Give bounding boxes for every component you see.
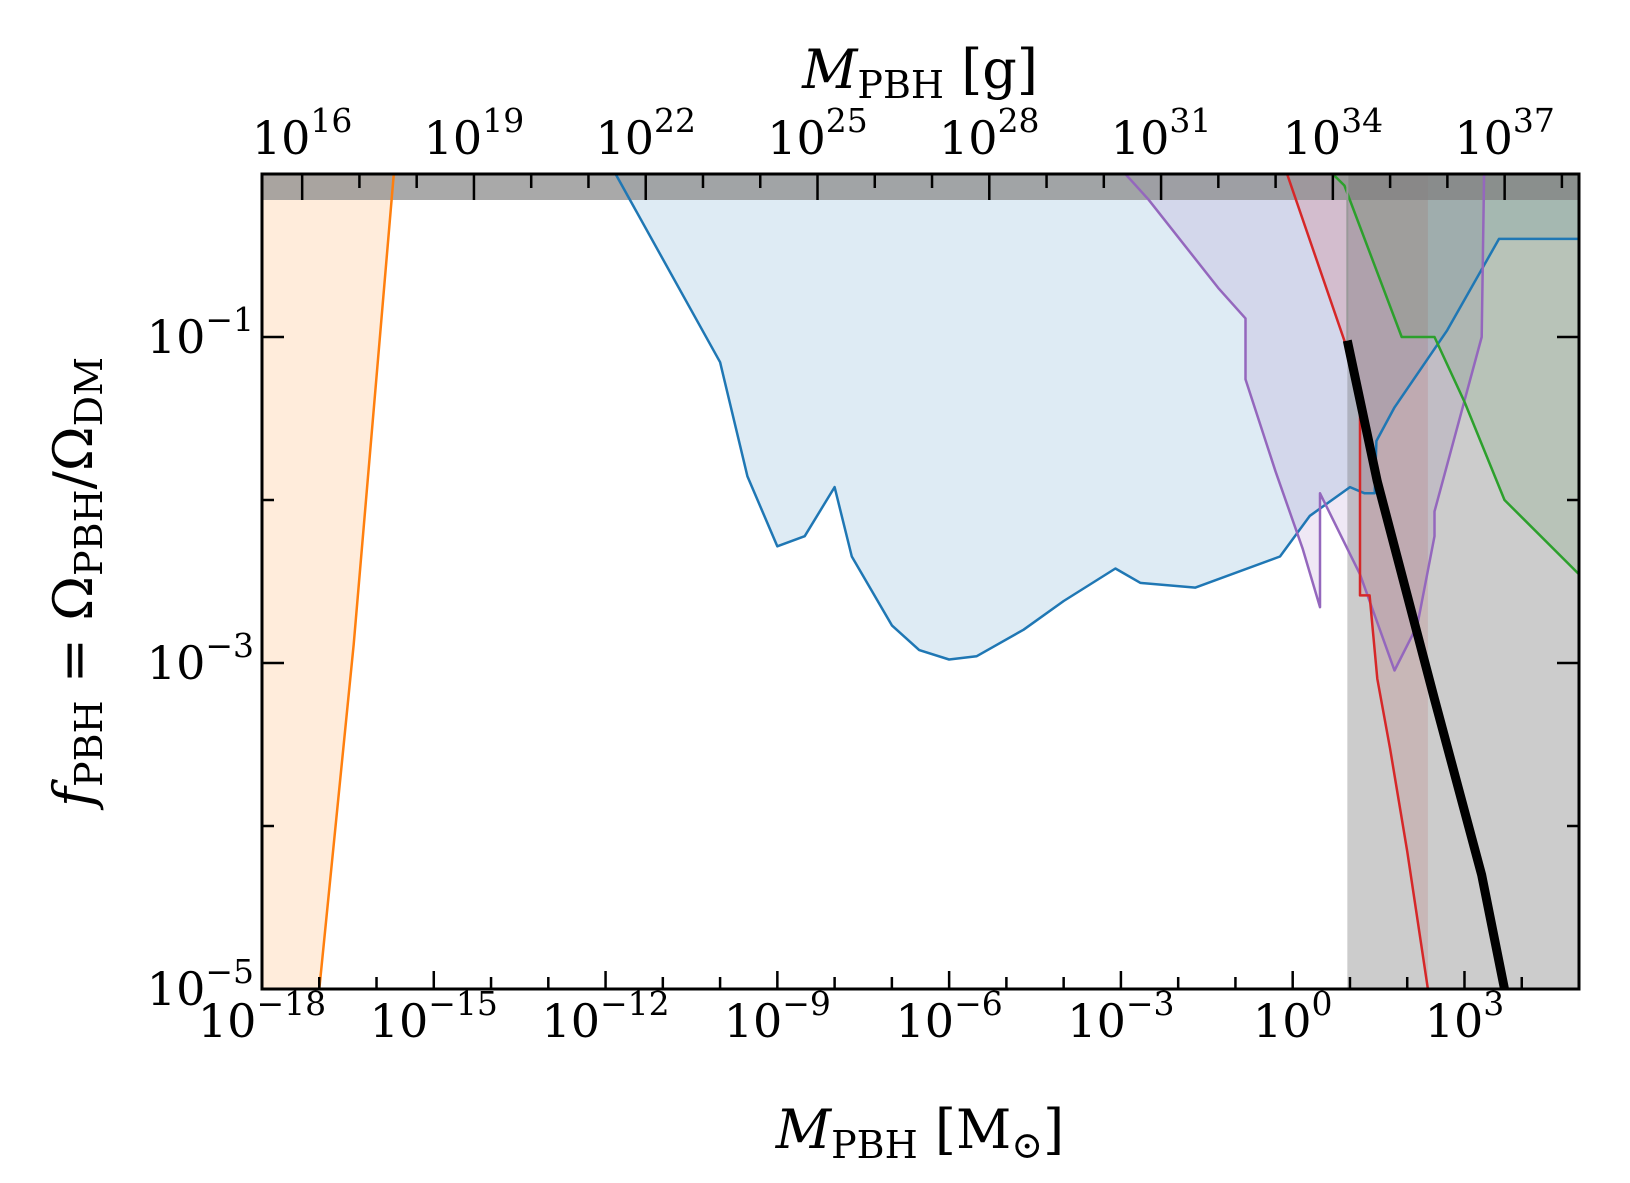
y-tick-label: 10−3 [147,626,254,690]
series-fill-4 [1332,174,1579,575]
x-tick-label: 100 [1253,984,1333,1048]
y-tick-label: 10−5 [147,952,254,1016]
series-fill-1 [615,174,1579,660]
top-tick-label: 1019 [424,101,525,165]
series-fill-0 [262,174,394,989]
series-line-1 [614,174,1579,661]
y-tick-label: 10−1 [147,300,254,364]
y-tick-labels: 10−1 10−3 10−5 [147,300,254,1016]
top-tick-label: 1016 [252,101,353,165]
plot-frame [260,172,1581,991]
top-tick-labels: 1016 1019 1022 1025 1028 1031 1034 1037 [252,101,1555,165]
x-tick-label: 103 [1425,984,1505,1048]
series-line-2 [1124,174,1486,672]
x-tick-label: 10−3 [1067,984,1174,1048]
series-fill-3 [1287,174,1428,989]
x-tick-label: 10−18 [198,984,326,1048]
region-fills [262,174,1579,989]
series-line-5 [1342,339,1509,989]
constraint-lines [318,174,1579,989]
excluded-region [1347,174,1579,989]
top-tick-label: 1031 [1111,101,1212,165]
x-tick-label: 10−15 [370,984,498,1048]
top-tick-label: 1025 [767,101,868,165]
top-tick-label: 1034 [1283,101,1384,165]
top-tick-label: 1022 [595,101,696,165]
x-axis-label: MPBH [M⊙] [775,1098,1064,1167]
excluded-band [262,174,1579,200]
x-tick-label: 10−6 [896,984,1003,1048]
series-line-0 [318,174,396,989]
top-axis-label: MPBH [g] [801,38,1038,107]
top-tick-label: 1028 [939,101,1040,165]
x-tick-label: 10−12 [541,984,669,1048]
y-axis-label: fPBH = ΩPBH/ΩDM [42,357,111,811]
series-line-4 [1331,174,1579,576]
top-tick-label: 1037 [1454,101,1555,165]
x-tick-labels: 10−18 10−15 10−12 10−9 10−6 10−3 100 103 [198,984,1504,1048]
x-tick-label: 10−9 [724,984,831,1048]
